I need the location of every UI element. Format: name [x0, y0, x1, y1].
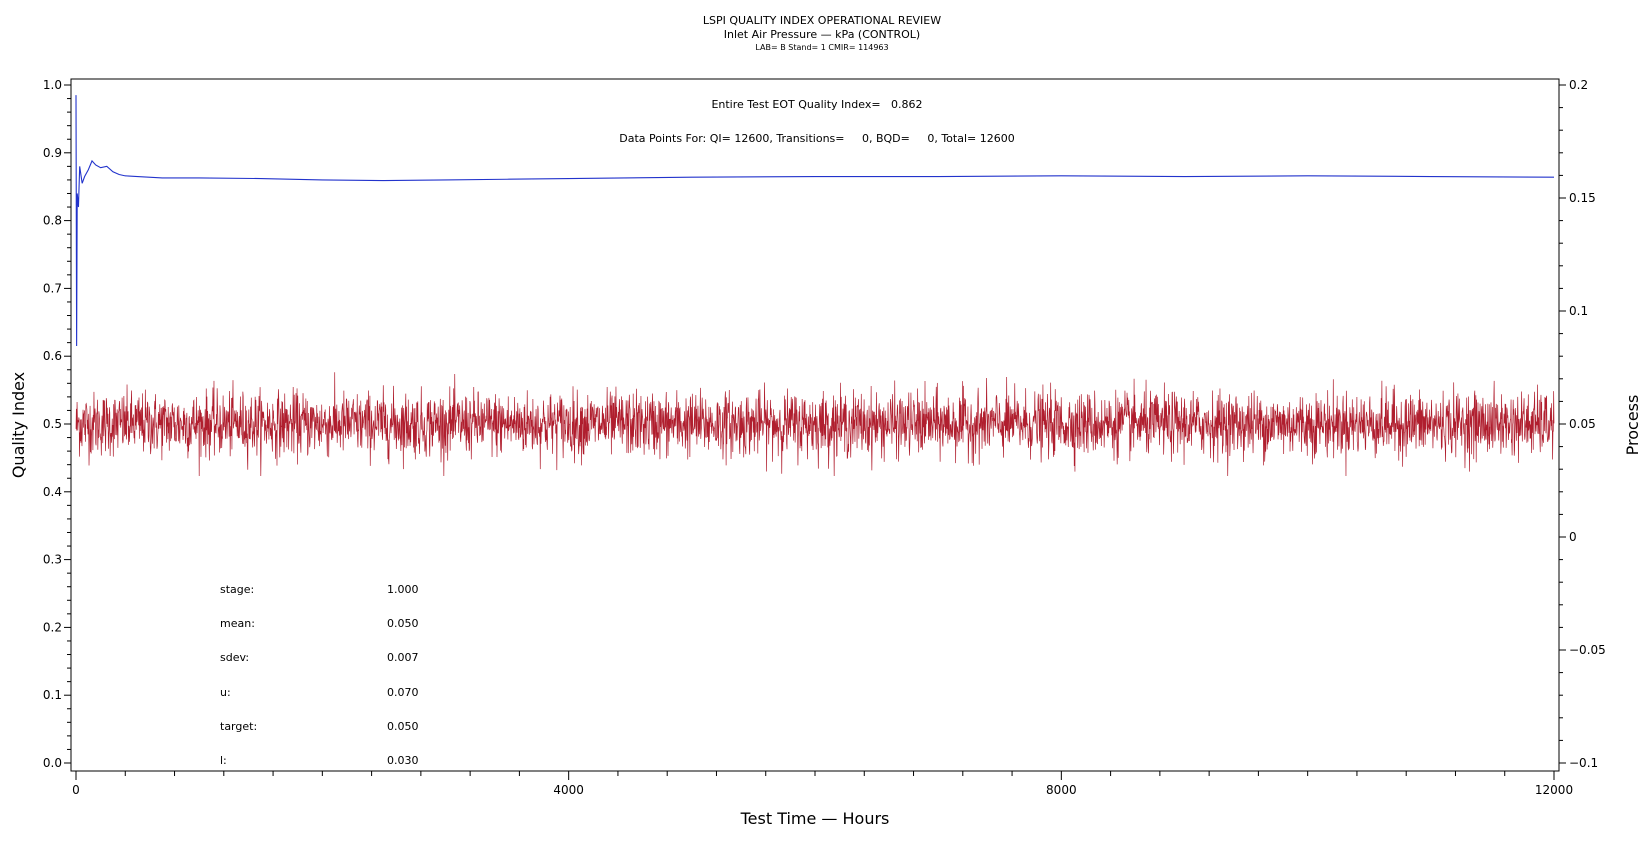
quality-index-series-line	[75, 95, 1555, 347]
stat-value: 0.050	[387, 720, 419, 733]
right-y-tick-label: 0.15	[1569, 191, 1596, 205]
right-y-tick-label: 0.05	[1569, 417, 1596, 431]
stat-label: l:	[220, 754, 227, 767]
left-y-axis-label: Quality Index	[9, 372, 28, 478]
x-tick-label: 8000	[1046, 783, 1077, 797]
right-y-tick-label: 0.1	[1569, 304, 1588, 318]
process-series-line	[75, 372, 1555, 476]
stat-value: 1.000	[387, 583, 419, 596]
stat-label: target:	[220, 720, 257, 733]
x-tick-label: 12000	[1535, 783, 1573, 797]
stat-value: 0.030	[387, 754, 419, 767]
stat-label: sdev:	[220, 651, 249, 664]
left-y-tick-label: 0.7	[43, 281, 62, 295]
data-points-annotation: Data Points For: QI= 12600, Transitions=…	[619, 132, 1014, 145]
left-y-tick-label: 0.1	[43, 688, 62, 702]
x-axis-ticks: 0 4000 8000 12000	[72, 771, 1573, 797]
x-tick-label: 0	[72, 783, 80, 797]
right-y-tick-label: 0	[1569, 530, 1577, 544]
stat-label: mean:	[220, 617, 255, 630]
stat-label: u:	[220, 686, 231, 699]
left-y-tick-label: 0.0	[43, 756, 62, 770]
stats-table: stage: 1.000 mean: 0.050 sdev: 0.007 u: …	[220, 583, 419, 767]
chart-title: LSPI QUALITY INDEX OPERATIONAL REVIEW	[703, 14, 941, 27]
left-y-tick-label: 0.3	[43, 553, 62, 567]
left-y-tick-label: 0.9	[43, 146, 62, 160]
stat-value: 0.050	[387, 617, 419, 630]
quality-index-annotation: Entire Test EOT Quality Index= 0.862	[711, 98, 922, 111]
left-y-tick-label: 1.0	[43, 78, 62, 92]
right-y-tick-label: −0.1	[1569, 756, 1598, 770]
right-y-axis-ticks: −0.1 −0.05 0 0.05 0.1 0.15 0.2	[1559, 78, 1606, 770]
left-y-tick-label: 0.6	[43, 349, 62, 363]
left-y-tick-label: 0.4	[43, 485, 62, 499]
x-tick-label: 4000	[553, 783, 584, 797]
left-y-tick-label: 0.8	[43, 214, 62, 228]
right-y-tick-label: −0.05	[1569, 643, 1606, 657]
right-y-axis-label: Process	[1623, 395, 1642, 456]
x-axis-label: Test Time — Hours	[740, 809, 890, 828]
stat-value: 0.007	[387, 651, 419, 664]
left-y-tick-label: 0.5	[43, 417, 62, 431]
chart-subtitle: Inlet Air Pressure — kPa (CONTROL)	[724, 28, 920, 41]
stat-value: 0.070	[387, 686, 419, 699]
left-y-axis-ticks: 0.0 0.1 0.2 0.3 0.4 0.5 0.6 0.7 0.8 0.9 1.0	[43, 78, 71, 770]
right-y-tick-label: 0.2	[1569, 78, 1588, 92]
left-y-tick-label: 0.2	[43, 620, 62, 634]
stat-label: stage:	[220, 583, 254, 596]
chart-subtitle-lab: LAB= B Stand= 1 CMIR= 114963	[755, 43, 888, 52]
